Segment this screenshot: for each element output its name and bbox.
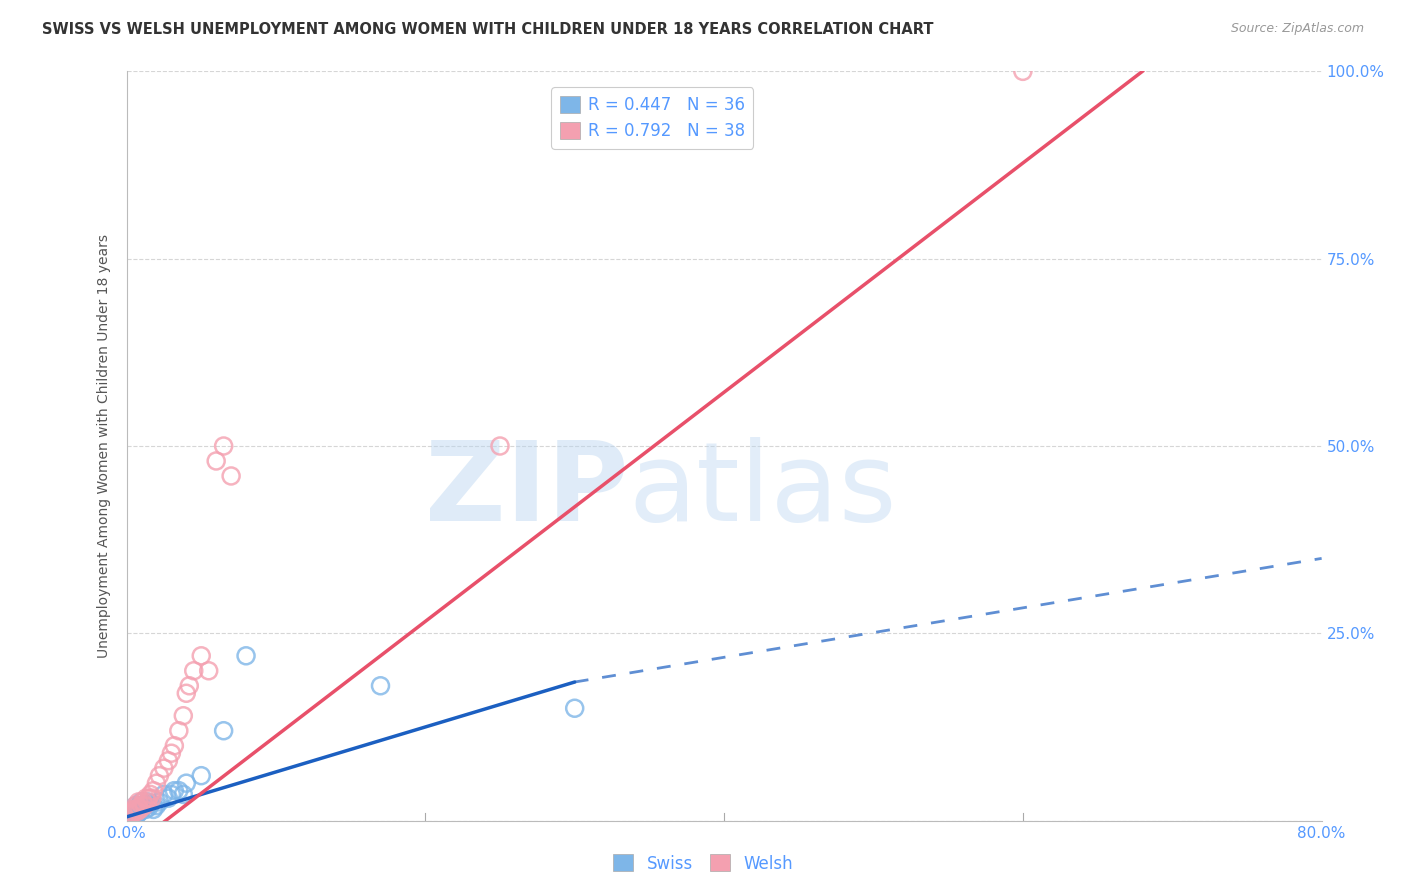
Point [134, 798, 156, 813]
Point [212, 723, 235, 738]
Point [163, 783, 186, 797]
Point [212, 439, 235, 453]
Legend: R = 0.447   N = 36, R = 0.792   N = 38: R = 0.447 N = 36, R = 0.792 N = 38 [551, 87, 754, 149]
Point [118, 806, 141, 821]
Point [118, 806, 141, 821]
Point [132, 800, 155, 814]
Point [157, 791, 180, 805]
Point [160, 788, 183, 802]
Point [139, 788, 162, 802]
Point [136, 795, 159, 809]
Point [136, 795, 159, 809]
Point [167, 783, 190, 797]
Point [122, 805, 145, 819]
Point [131, 795, 153, 809]
Point [172, 788, 194, 802]
Point [124, 798, 146, 813]
Point [121, 806, 143, 821]
Point [197, 664, 219, 678]
Point [167, 723, 190, 738]
Point [138, 791, 160, 805]
Point [127, 800, 149, 814]
Point [127, 795, 149, 809]
Point [135, 802, 157, 816]
Point [134, 798, 156, 813]
Point [145, 798, 167, 813]
Point [121, 807, 143, 822]
Point [174, 776, 197, 790]
Point [124, 798, 146, 813]
Point [190, 769, 212, 783]
Point [131, 802, 153, 816]
Point [122, 805, 145, 819]
Point [174, 686, 197, 700]
Point [179, 679, 201, 693]
Point [141, 791, 163, 805]
Point [124, 802, 146, 816]
Point [163, 739, 186, 753]
Point [489, 439, 512, 453]
Point [122, 802, 145, 816]
Point [1011, 64, 1033, 78]
Point [183, 664, 205, 678]
Point [139, 797, 162, 812]
Point [127, 806, 149, 821]
Point [564, 701, 586, 715]
Text: Source: ZipAtlas.com: Source: ZipAtlas.com [1230, 22, 1364, 36]
Point [122, 802, 145, 816]
Point [129, 798, 152, 813]
Point [125, 807, 148, 822]
Point [135, 791, 157, 805]
Point [205, 454, 228, 468]
Point [142, 802, 165, 816]
Point [138, 800, 160, 814]
Point [219, 469, 242, 483]
Point [142, 783, 165, 797]
Text: SWISS VS WELSH UNEMPLOYMENT AMONG WOMEN WITH CHILDREN UNDER 18 YEARS CORRELATION: SWISS VS WELSH UNEMPLOYMENT AMONG WOMEN … [42, 22, 934, 37]
Point [120, 810, 142, 824]
Point [148, 795, 170, 809]
Point [160, 746, 183, 760]
Point [120, 807, 142, 822]
Text: atlas: atlas [628, 437, 897, 544]
Point [370, 679, 392, 693]
Point [127, 800, 149, 814]
Text: ZIP: ZIP [425, 437, 628, 544]
Point [125, 805, 148, 819]
Point [131, 798, 153, 813]
Point [124, 806, 146, 821]
Point [153, 761, 176, 775]
Point [129, 805, 152, 819]
Point [235, 648, 257, 663]
Point [125, 802, 148, 816]
Point [190, 648, 212, 663]
Point [129, 802, 152, 816]
Point [148, 769, 170, 783]
Point [153, 788, 176, 802]
Point [172, 708, 194, 723]
Y-axis label: Unemployment Among Women with Children Under 18 years: Unemployment Among Women with Children U… [97, 234, 111, 658]
Point [145, 776, 167, 790]
Point [132, 795, 155, 809]
Legend: Swiss, Welsh: Swiss, Welsh [607, 847, 799, 880]
Point [157, 754, 180, 768]
